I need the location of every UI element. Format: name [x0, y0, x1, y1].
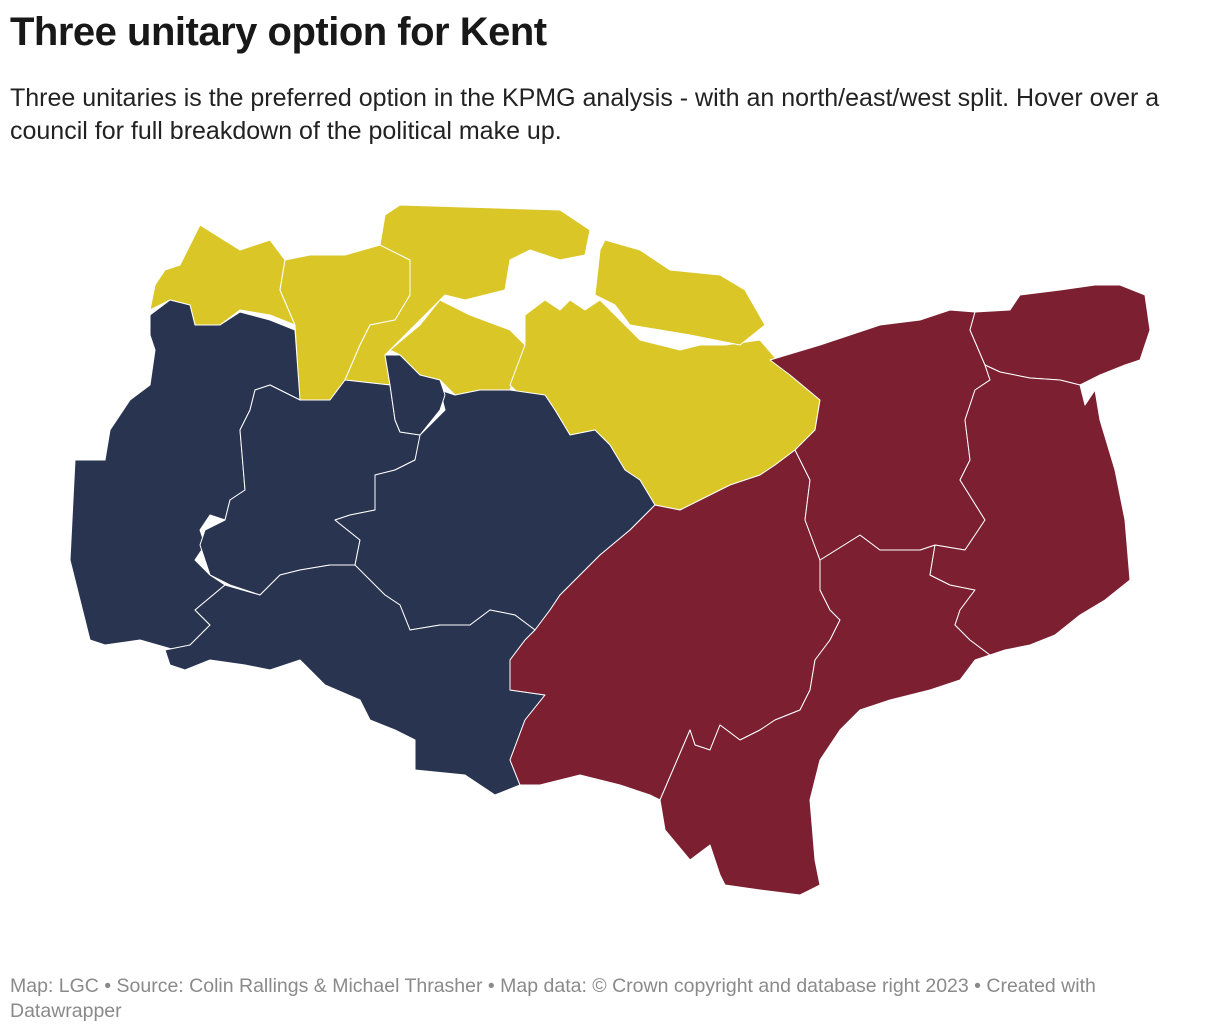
west-unitary: [69, 299, 656, 796]
region[interactable]: [594, 239, 766, 346]
region[interactable]: [384, 354, 446, 436]
region[interactable]: [929, 364, 1131, 656]
east-unitary: [509, 284, 1151, 896]
region[interactable]: [969, 284, 1151, 386]
map: [69, 204, 1151, 896]
region[interactable]: [69, 299, 301, 651]
subtitle: Three unitaries is the preferred option …: [10, 84, 1160, 145]
title: Three unitary option for Kent: [10, 10, 547, 54]
footer: Map: LGC • Source: Colin Rallings & Mich…: [10, 975, 1096, 1022]
